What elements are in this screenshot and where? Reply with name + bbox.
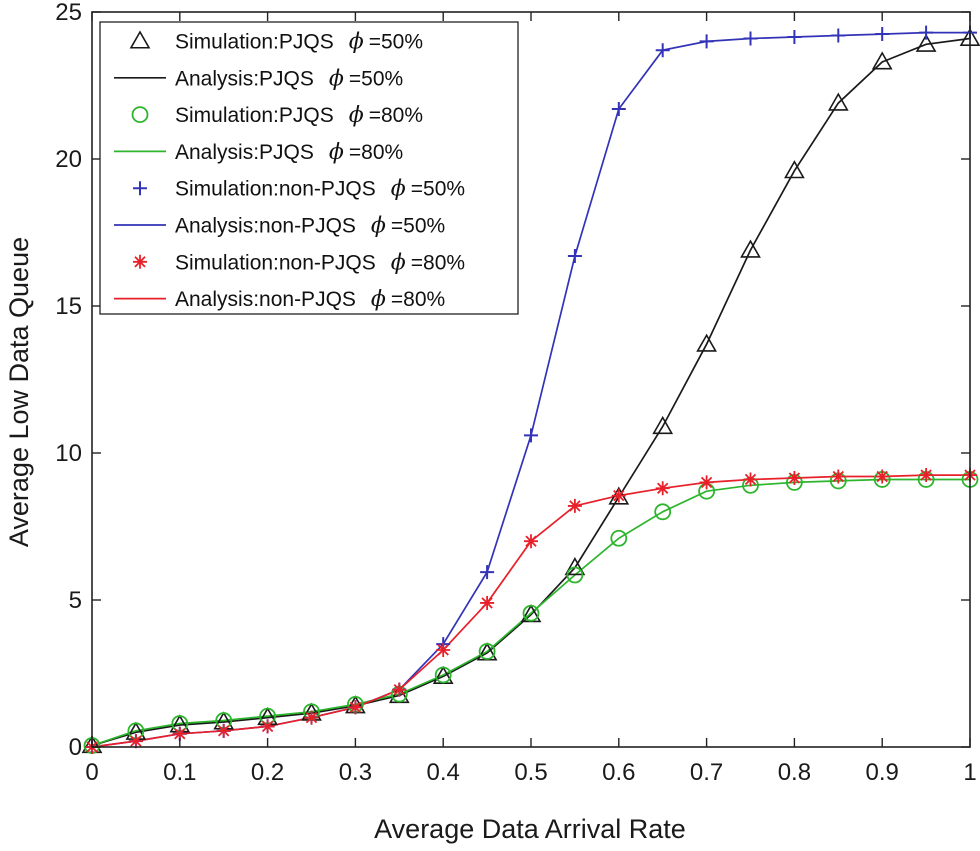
series-3-point [434,666,452,684]
legend-phi-value: =50% [411,178,465,201]
legend-label: Simulation:PJQS [175,104,334,127]
series-7-point [787,470,802,485]
legend-label: Analysis:PJQS [175,67,314,90]
x-tick-label: 0.8 [778,759,811,786]
series-7-point [699,475,714,490]
series-5-point [831,28,846,43]
x-tick-label: 0.2 [251,759,284,786]
series-5-point [743,31,758,46]
series-5-point [655,43,670,58]
series-7-point [743,472,758,487]
series-3-point [566,566,584,584]
series-5-point [787,29,802,44]
series-5-point [524,428,538,443]
y-tick-label: 0 [69,734,82,761]
series-3-point [478,643,496,660]
legend-phi-value: =80% [391,288,445,311]
legend-box [99,21,519,315]
series-5-point [919,25,934,40]
series-5-point [567,249,582,264]
legend-phi-symbol: ϕ [349,103,364,128]
series-1-point [696,333,717,352]
legend-marker-sample [133,181,147,196]
series-5-point [611,102,626,117]
series-7-point [524,534,538,549]
series-1-point [564,557,586,576]
y-tick-label: 20 [55,146,82,173]
legend-label: Analysis:non-PJQS [175,288,356,311]
series-7-point [831,469,846,484]
series-line-4 [91,478,970,747]
x-tick-label: 0.3 [339,759,372,786]
legend-phi-value: =50% [349,67,403,90]
legend-phi-symbol: ϕ [329,140,344,165]
series-1-point [871,51,893,70]
x-tick-label: 0.1 [163,759,196,786]
legend-phi-value: =80% [349,141,403,164]
series-5-point [480,565,495,580]
series-7-point [260,719,275,734]
series-1-point [915,33,937,52]
legend-label: Simulation:PJQS [175,31,334,54]
series-7-point [128,734,143,749]
legend-label: Simulation:non-PJQS [175,178,376,201]
x-tick-label: 0.5 [514,759,547,786]
y-tick-label: 15 [55,293,82,320]
series-3-point [522,604,540,622]
x-axis-label: Average Data Arrival Rate [374,814,686,844]
legend-label: Simulation:non-PJQS [175,251,376,274]
series-7-point [919,468,934,483]
x-tick-label: 0.9 [866,759,899,786]
series-7-point [875,469,890,484]
legend-phi-symbol: ϕ [391,250,406,275]
legend-phi-symbol: ϕ [391,177,406,202]
series-3-point [654,503,672,521]
legend-label: Analysis:non-PJQS [175,215,356,238]
series-7-point [216,723,231,738]
series-7-point [567,498,582,513]
y-tick-label: 25 [55,0,82,26]
series-5-point [699,34,714,49]
legend-marker-sample [131,106,149,123]
x-tick-label: 0.6 [602,759,635,786]
series-7-point [436,642,451,657]
legend: Simulation:PJQS ϕ =50%Analysis:PJQS ϕ =50%Si… [99,21,519,315]
x-tick-label: 0 [85,759,98,786]
legend-marker-sample [133,254,147,269]
x-tick-label: 0.7 [690,759,723,786]
y-axis-label: Average Low Data Queue [4,237,34,547]
series-7-point [172,726,187,741]
series-layer [81,25,980,754]
series-1-point [652,415,674,435]
series-7-point [655,481,670,496]
legend-phi-symbol: ϕ [349,30,364,55]
legend-marker-sample [129,30,151,49]
series-7-point [611,488,626,503]
series-7-point [392,682,407,697]
legend-phi-value: =80% [369,104,423,127]
series-1-point [784,160,805,179]
series-1-point [827,92,849,111]
series-7-point [304,710,319,725]
series-1-point [740,239,761,258]
series-7-point [348,700,363,715]
legend-label: Analysis:PJQS [175,141,314,164]
series-line-2 [91,37,971,747]
legend-phi-value: =80% [411,251,465,274]
legend-phi-value: =50% [391,215,445,238]
legend-phi-symbol: ϕ [371,214,386,239]
x-tick-label: 0.4 [427,759,460,786]
series-7-point [480,595,495,610]
series-5-point [875,27,890,42]
legend-phi-symbol: ϕ [329,66,344,91]
x-tick-label: 1 [963,759,976,786]
legend-phi-symbol: ϕ [371,287,386,312]
y-tick-label: 5 [69,587,82,614]
y-tick-label: 10 [55,440,82,467]
series-3-point [610,529,628,547]
legend-phi-value: =50% [369,31,423,54]
